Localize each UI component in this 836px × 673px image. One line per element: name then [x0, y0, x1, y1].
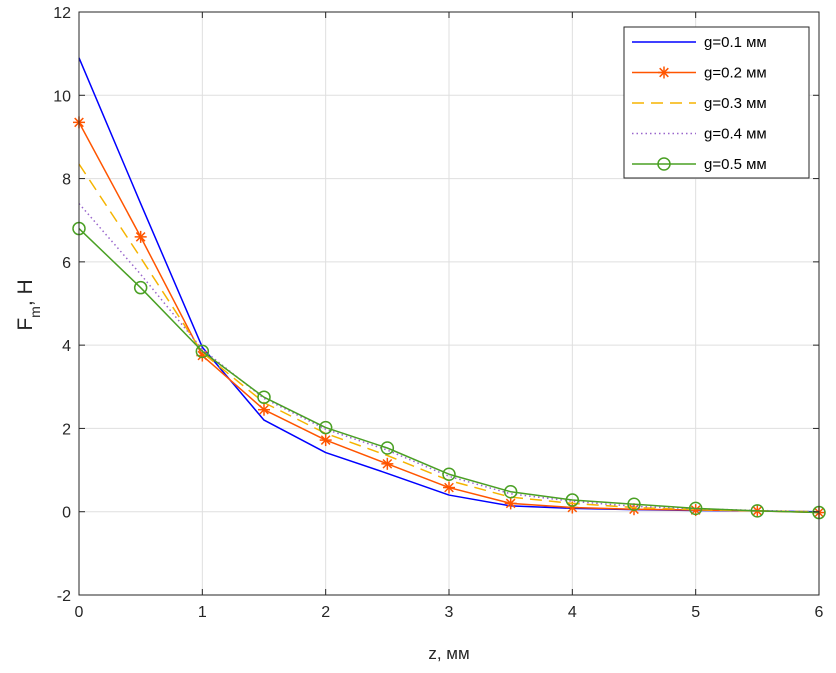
legend-label-3: g=0.3 мм	[704, 95, 767, 112]
legend-marker-2	[658, 66, 670, 79]
x-tick-label-3: 3	[445, 604, 454, 621]
series-line-5	[78, 228, 820, 514]
legend-label-4: g=0.4 мм	[704, 126, 767, 143]
series-5-marker-6	[442, 467, 456, 481]
legend-label-5: g=0.5 мм	[704, 156, 767, 173]
x-tick-label-5: 5	[691, 604, 700, 621]
legend: g=0.1 мм g=0.2 мм g=0.3 мм g=0.4 мм g=0.5 мм	[623, 26, 810, 179]
series-5-marker-5	[380, 441, 395, 455]
y-tick-label-3: 4	[62, 338, 71, 355]
y-tick-label-2: 2	[62, 421, 71, 438]
y-tick-label-0: -2	[57, 588, 71, 605]
series-5-marker-2	[195, 344, 210, 359]
series-5-marker-10	[688, 501, 703, 516]
series-2-marker-4	[319, 434, 332, 447]
y-tick-label-5: 8	[62, 172, 71, 189]
series-5-marker-9	[627, 497, 641, 511]
series-5-marker-4	[318, 420, 333, 435]
series-2-marker-5	[381, 457, 394, 470]
series-2-marker-6	[443, 481, 455, 494]
series-5-marker-8	[565, 493, 580, 507]
series-5-marker-11	[750, 504, 765, 518]
y-tick-label-4: 6	[62, 255, 71, 272]
y-tick-label-1: 0	[62, 505, 71, 522]
x-tick-label-4: 4	[568, 604, 577, 621]
series-5-marker-7	[503, 484, 518, 499]
y-axis-label-unit: , Н	[14, 279, 37, 306]
y-axis-label: Fm, Н	[14, 279, 43, 330]
y-tick-label-6: 10	[53, 88, 71, 105]
x-tick-label-0: 0	[75, 604, 84, 621]
legend-marker-5	[657, 157, 671, 171]
series-5-marker-3	[257, 390, 271, 404]
series-2-marker-7	[504, 497, 517, 510]
y-axis-label-subscript: m	[27, 306, 43, 318]
legend-label-1: g=0.1 мм	[704, 34, 767, 51]
series-2-marker-1	[134, 230, 147, 243]
y-axis-label-main: F	[14, 318, 37, 331]
x-tick-label-6: 6	[815, 604, 824, 621]
legend-label-2: g=0.2 мм	[704, 65, 767, 82]
x-axis-label: z, мм	[428, 644, 469, 663]
y-tick-label-7: 12	[53, 5, 71, 22]
series-layer	[72, 57, 826, 520]
series-2-marker-3	[258, 403, 270, 416]
series-5-marker-1	[133, 280, 148, 295]
x-tick-label-2: 2	[321, 604, 330, 621]
x-tick-label-1: 1	[198, 604, 207, 621]
